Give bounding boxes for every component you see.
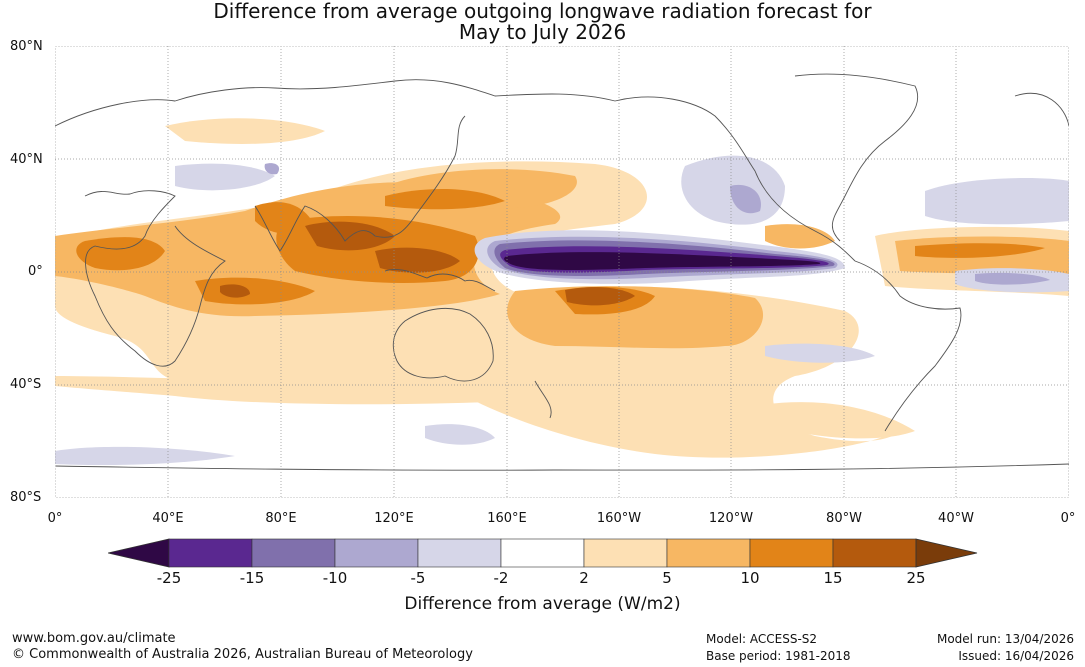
colorbar-label: Difference from average (W/m2) [404, 594, 681, 614]
lat-label-80n: 80°N [10, 39, 43, 54]
lat-label-40n: 40°N [10, 152, 43, 167]
colorbar-arrow-high [915, 538, 978, 568]
lat-label-40s: 40°S [10, 377, 42, 392]
colorbar-segment [417, 538, 502, 568]
coast-maritime [384, 268, 496, 292]
colorbar-segment [666, 538, 751, 568]
lon-label-0: 0° [47, 511, 63, 526]
colorbar-segment [251, 538, 336, 568]
coast-new-zealand [534, 380, 552, 419]
footer-issued: Issued: 16/04/2026 [958, 649, 1074, 663]
coast-south-america [854, 260, 962, 432]
coast-north-america-east [794, 73, 919, 242]
colorbar-segment [168, 538, 253, 568]
lon-label-120w: 120°W [708, 511, 754, 526]
chart-title-line1: Difference from average outgoing longwav… [213, 0, 872, 23]
coast-australia [392, 308, 494, 382]
coast-europe [1014, 92, 1069, 127]
graticule [55, 46, 1069, 498]
colorbar-segment [334, 538, 419, 568]
footer-model-run: Model run: 13/04/2026 [936, 632, 1074, 646]
lon-label-120e: 120°E [374, 511, 414, 526]
colorbar-tick: -15 [239, 569, 265, 587]
lon-label-80w: 80°W [826, 511, 862, 526]
colorbar-tick: 5 [662, 569, 672, 587]
anomaly-map [55, 46, 1069, 498]
colorbar-segment [749, 538, 834, 568]
colorbar-segment [500, 538, 585, 568]
colorbar-segment [832, 538, 917, 568]
colorbar-segment [583, 538, 668, 568]
footer-model: Model: ACCESS-S2 [706, 632, 818, 646]
footer-website: www.bom.gov.au/climate [12, 631, 176, 646]
footer-copyright: © Commonwealth of Australia 2026, Austra… [12, 647, 473, 662]
colorbar-tick: -2 [493, 569, 509, 587]
coastlines [55, 73, 1069, 471]
chart-title-line2: May to July 2026 [458, 20, 627, 44]
colorbar-tick: 25 [906, 569, 926, 587]
coast-eurasia-north [55, 79, 616, 127]
lat-label-80s: 80°S [10, 490, 42, 505]
colorbar-tick: -10 [322, 569, 348, 587]
lon-label-40w: 40°W [938, 511, 974, 526]
anomaly-negative-below-25 [504, 252, 821, 270]
colorbar-tick: 15 [823, 569, 843, 587]
colorbar-arrow-low [108, 538, 170, 568]
lon-label-160w: 160°W [596, 511, 642, 526]
colorbar-tick: 2 [579, 569, 589, 587]
lon-label-360: 0° [1060, 511, 1076, 526]
coast-north-america-west [614, 96, 856, 262]
colorbar-tick: 10 [740, 569, 760, 587]
colorbar-tick: -25 [156, 569, 182, 587]
colorbar [108, 538, 978, 568]
lon-label-80e: 80°E [265, 511, 297, 526]
footer-base-period: Base period: 1981-2018 [706, 649, 851, 663]
lat-label-eq: 0° [28, 264, 43, 279]
colorbar-tick: -5 [410, 569, 426, 587]
coast-africa [84, 190, 226, 367]
lon-label-160e: 160°E [487, 511, 527, 526]
coast-south-asia [254, 115, 466, 252]
coast-antarctica [55, 463, 1069, 471]
lon-label-40e: 40°E [152, 511, 184, 526]
